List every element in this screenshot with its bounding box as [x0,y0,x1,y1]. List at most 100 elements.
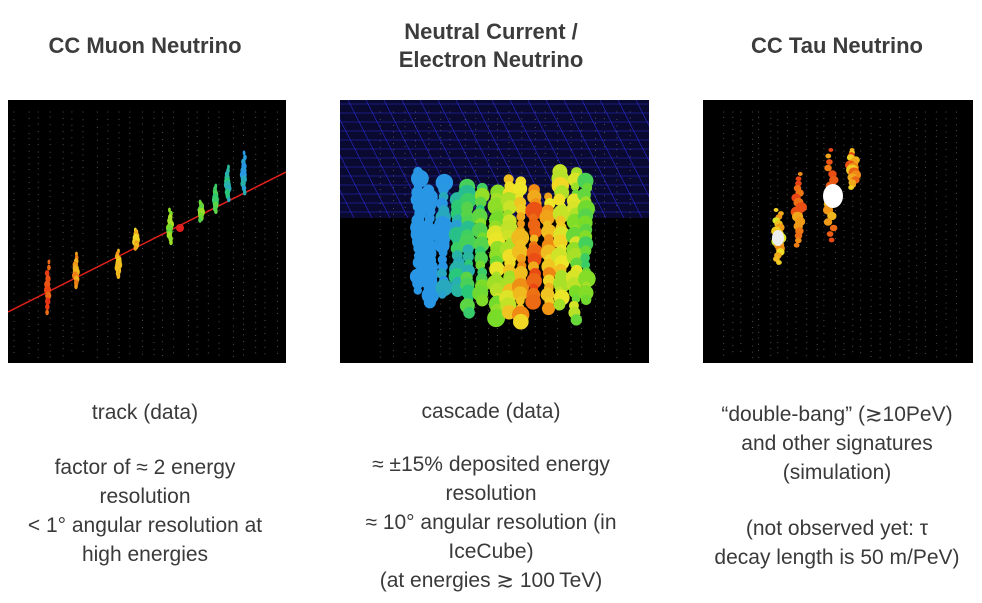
dom-dot [723,258,725,260]
dom-dot [118,111,120,113]
dom-dot [393,219,395,221]
dom-dot [521,144,523,146]
dom-dot [860,183,862,185]
hit-marker [525,294,541,310]
dom-dot [196,201,198,203]
dom-dot [264,167,266,169]
dom-dot [723,330,725,332]
dom-dot [255,225,257,227]
dom-dot [835,142,837,144]
dom-dot [242,318,244,320]
dom-dot [879,330,881,332]
dom-dot [28,264,30,266]
dom-dot [852,291,854,293]
dom-dot [153,222,155,224]
dom-dot [255,278,257,280]
grid-line [563,100,625,219]
dom-dot [752,227,754,229]
dom-dot [616,298,618,300]
dom-dot [379,153,381,155]
dom-dot [956,117,958,119]
dom-dot [629,280,631,282]
dom-dot [218,314,220,316]
dom-dot [879,119,881,121]
dom-dot [595,203,597,205]
dom-dot [129,282,131,284]
dom-dot [770,297,772,299]
dom-dot [404,319,406,321]
dom-dot [62,131,64,133]
dom-dot [879,356,881,358]
dom-dot [956,271,958,273]
dom-dot [629,251,631,253]
dom-dot [13,301,15,303]
caption: “double-bang” (≳10PeV) and other signatu… [692,400,982,487]
dom-dot [823,269,825,271]
dom-dot [604,312,606,314]
dom-dot [740,212,742,214]
dom-dot [162,235,164,237]
dom-dot [629,342,631,344]
dom-dot [379,159,381,161]
dom-dot [629,299,631,301]
dom-dot [496,183,498,185]
dom-dot [141,240,143,242]
dom-dot [935,129,937,131]
dom-dot [37,225,39,227]
dom-dot [758,350,760,352]
dom-dot [581,135,583,137]
dom-dot [956,235,958,237]
dom-dot [777,125,779,127]
dom-dot [379,279,381,281]
dom-dot [218,334,220,336]
dom-dot [924,262,926,264]
dom-dot [806,294,808,296]
dom-dot [795,316,797,318]
dom-dot [595,350,597,352]
dom-dot [956,130,958,132]
dom-dot [835,251,837,253]
dom-dot [188,125,190,127]
dom-dot [242,289,244,291]
dom-dot [162,198,164,200]
dom-dot [242,306,244,308]
dom-dot [37,285,39,287]
dom-dot [916,193,918,195]
dom-dot [141,164,143,166]
muon-track-line [8,171,286,313]
dom-dot [843,321,845,323]
dom-dot [129,242,131,244]
dom-dot [852,195,854,197]
dom-dot [723,312,725,314]
dom-dot [843,137,845,139]
dom-dot [218,122,220,124]
dom-dot [71,325,73,327]
dom-dot [218,284,220,286]
dom-dot [604,131,606,133]
dom-dot [806,348,808,350]
dom-dot [107,271,109,273]
dom-dot [924,293,926,295]
dom-dot [276,154,278,156]
dom-dot [581,111,583,113]
dom-dot [233,218,235,220]
dom-dot [464,124,466,126]
dom-dot [264,313,266,315]
dom-dot [723,170,725,172]
dom-dot [795,153,797,155]
dom-dot [404,289,406,291]
dom-dot [629,348,631,350]
bang-highlight [772,230,784,246]
dom-dot [935,303,937,305]
dom-dot [37,151,39,153]
dom-dot [255,322,257,324]
dom-dot [162,292,164,294]
dom-dot [732,128,734,130]
dom-dot [141,284,143,286]
dom-dot [404,325,406,327]
column-title: CC Muon Neutrino [0,32,290,60]
dom-dot [129,139,131,141]
dom-dot [96,155,98,157]
dom-dot [629,155,631,157]
dom-dot [816,222,818,224]
